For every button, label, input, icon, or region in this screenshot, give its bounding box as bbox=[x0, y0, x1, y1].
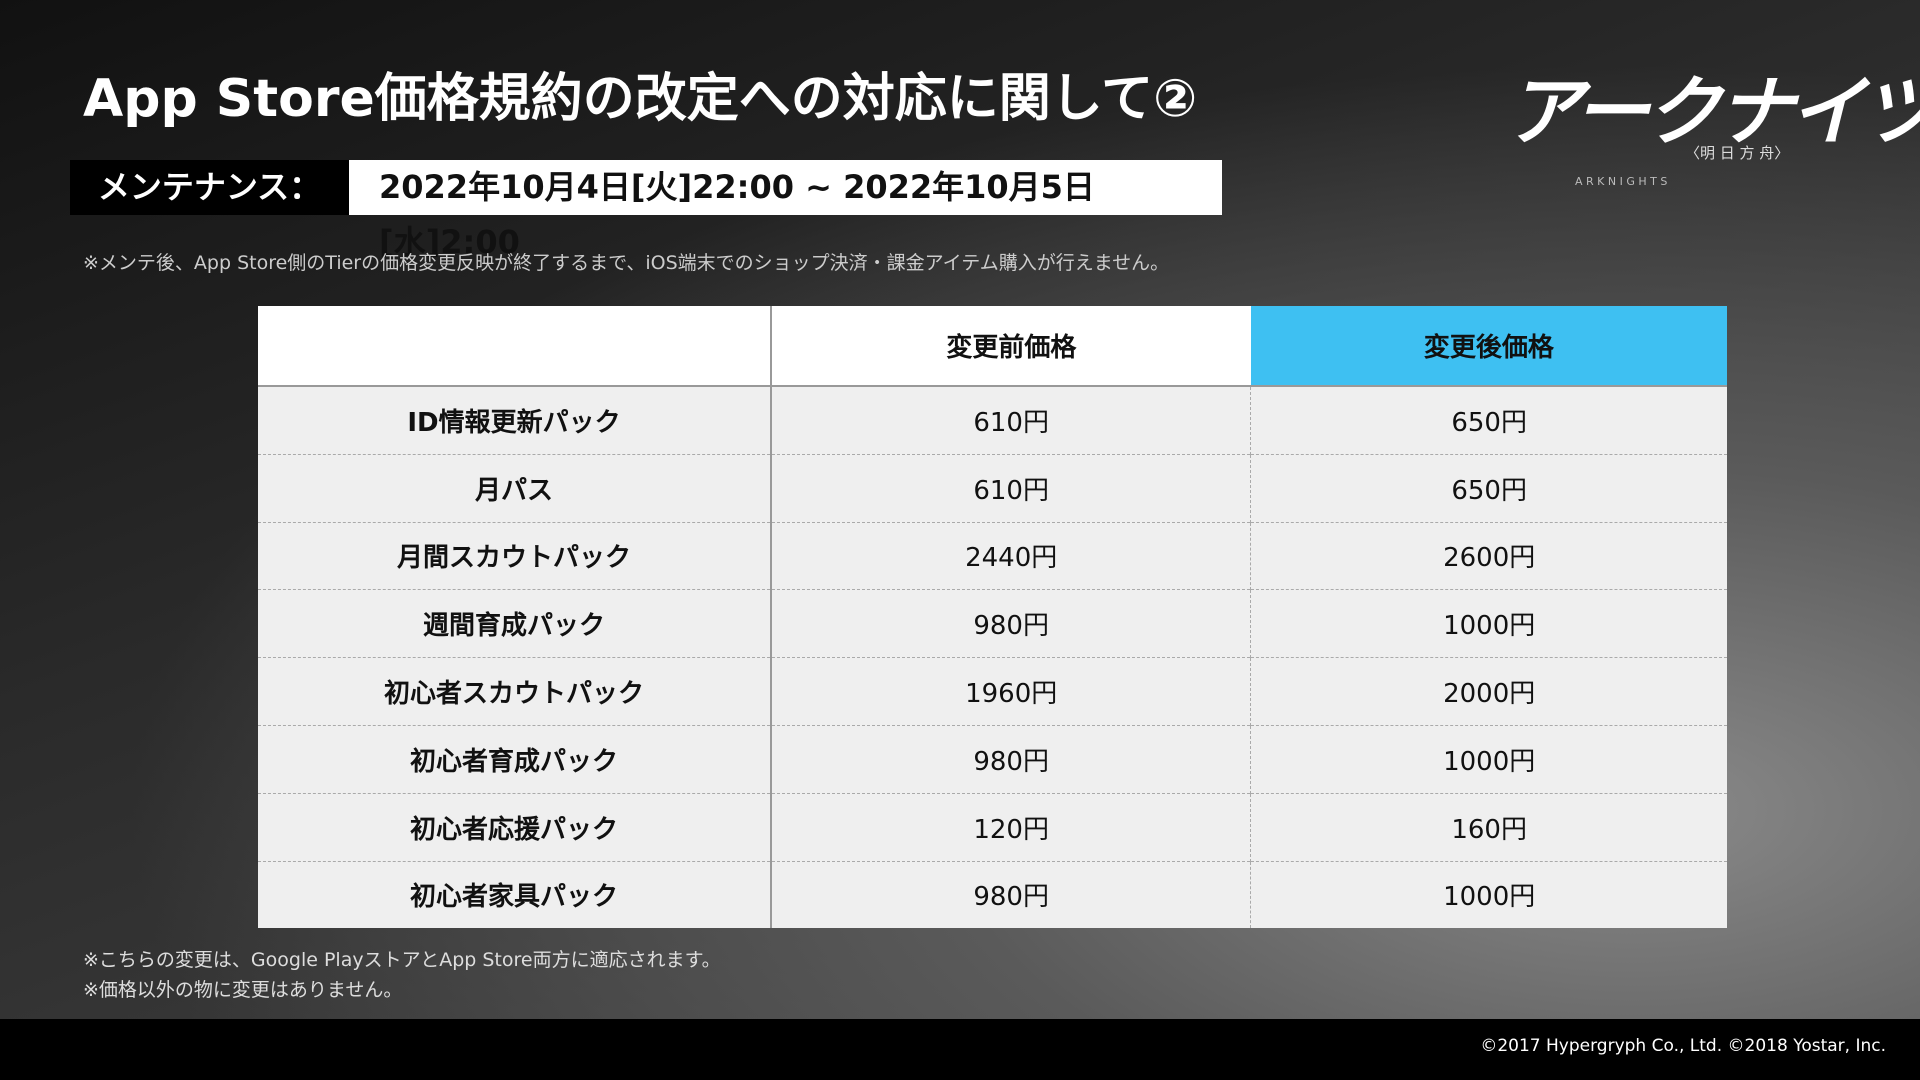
row: 初心者スカウトパック 1960円 2000円 bbox=[258, 657, 1727, 726]
cell: 月間スカウトパック bbox=[258, 521, 771, 590]
cell: 1000円 bbox=[1250, 860, 1727, 929]
logo: アークナイツ bbox=[1506, 67, 1920, 156]
cell: 1960円 bbox=[770, 657, 1251, 726]
row: 月パス 610円 650円 bbox=[258, 453, 1727, 523]
cell: 650円 bbox=[1250, 453, 1727, 523]
cell: 980円 bbox=[770, 860, 1251, 929]
footnote: ※価格以外の物に変更はありません。 bbox=[83, 979, 403, 1001]
row: 初心者応援パック 120円 160円 bbox=[258, 792, 1727, 862]
header-cell bbox=[258, 306, 771, 387]
cell: 160円 bbox=[1250, 792, 1727, 862]
cell: 610円 bbox=[770, 453, 1251, 523]
cell: 980円 bbox=[770, 724, 1251, 794]
price-table: 変更前価格 変更後価格 ID情報更新パック 610円 650円 月パス 610円 650円 月間… bbox=[258, 306, 1727, 929]
cell: 650円 bbox=[1250, 385, 1727, 455]
header-cell: 変更後価格 bbox=[1250, 306, 1727, 387]
row: 週間育成パック 980円 1000円 bbox=[258, 589, 1727, 658]
logo-latin: A R K N I G H T S bbox=[1575, 175, 1668, 188]
cell: 初心者育成パック bbox=[258, 724, 771, 794]
cell: 2600円 bbox=[1250, 521, 1727, 590]
row: 月間スカウトパック 2440円 2600円 bbox=[258, 521, 1727, 590]
cell: 初心者家具パック bbox=[258, 860, 771, 929]
cell: 2000円 bbox=[1250, 657, 1727, 726]
cell: 月パス bbox=[258, 453, 771, 523]
cell: 初心者応援パック bbox=[258, 792, 771, 862]
logo-sub: 〈明 日 方 舟〉 bbox=[1685, 144, 1790, 162]
cell: 1000円 bbox=[1250, 724, 1727, 794]
title: App Store価格規約の改定への対応に関して② bbox=[83, 69, 1198, 129]
cell: 1000円 bbox=[1250, 589, 1727, 658]
cell: 610円 bbox=[770, 385, 1251, 455]
cell: 120円 bbox=[770, 792, 1251, 862]
copyright: ©2017 Hypergryph Co., Ltd. ©2018 Yostar,… bbox=[1480, 1036, 1886, 1056]
footnote: ※こちらの変更は、Google PlayストアとApp Store両方に適応され… bbox=[83, 949, 721, 971]
maintenance-label: メンテナンス： bbox=[70, 160, 349, 215]
cell: 2440円 bbox=[770, 521, 1251, 590]
cell: 週間育成パック bbox=[258, 589, 771, 658]
row: 初心者家具パック 980円 1000円 bbox=[258, 860, 1727, 929]
cell: ID情報更新パック bbox=[258, 385, 771, 455]
footer-bar bbox=[0, 1019, 1920, 1080]
maintenance-period: 2022年10月4日[火]22:00 ~ 2022年10月5日[水]2:00 bbox=[349, 160, 1222, 261]
row: 初心者育成パック 980円 1000円 bbox=[258, 724, 1727, 794]
cell: 初心者スカウトパック bbox=[258, 657, 771, 726]
header-cell: 変更前価格 bbox=[770, 306, 1251, 387]
row: ID情報更新パック 610円 650円 bbox=[258, 385, 1727, 455]
note: ※メンテ後、App Store側のTierの価格変更反映が終了するまで、iOS端… bbox=[83, 252, 1170, 274]
header-row: 変更前価格 変更後価格 bbox=[258, 306, 1727, 387]
cell: 980円 bbox=[770, 589, 1251, 658]
